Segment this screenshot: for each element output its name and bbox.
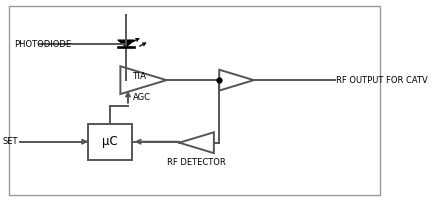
Text: PHOTODIODE: PHOTODIODE [14, 40, 71, 49]
Text: RF DETECTOR: RF DETECTOR [167, 158, 226, 167]
Text: SET: SET [2, 137, 18, 146]
Text: RF OUTPUT FOR CATV: RF OUTPUT FOR CATV [336, 76, 427, 85]
FancyBboxPatch shape [9, 6, 380, 195]
Polygon shape [118, 40, 135, 47]
Text: AGC: AGC [132, 93, 151, 102]
FancyBboxPatch shape [88, 124, 132, 160]
Text: μC: μC [102, 135, 118, 148]
Text: TIA: TIA [132, 72, 146, 81]
